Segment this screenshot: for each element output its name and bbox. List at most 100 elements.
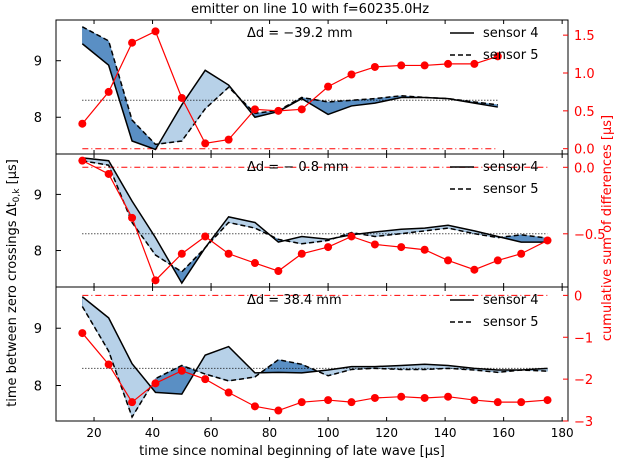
figure-title: emitter on line 10 with f=60235.0Hz: [191, 2, 429, 17]
y-tick-label-right: 0.0: [574, 161, 595, 176]
cumsum-point: [347, 232, 356, 241]
plot-area-middle: [78, 156, 552, 285]
cumsum-point: [104, 360, 113, 369]
delta-d-annotation: Δd = − 0.8 mm: [247, 160, 348, 175]
delta-d-annotation: Δd = 38.4 mm: [247, 293, 342, 308]
cumsum-point: [297, 105, 306, 114]
y-tick-label-right: 0: [574, 289, 582, 304]
y-axis-label-left: time between zero crossings Δt0,k [μs]: [5, 159, 22, 407]
cumsum-point: [78, 119, 87, 128]
y-tick-label-right: 1.5: [574, 29, 595, 44]
x-tick-label: 80: [262, 426, 277, 440]
cumsum-point: [151, 27, 160, 36]
cumsum-point: [444, 59, 453, 68]
cumsum-point: [397, 392, 406, 401]
fill-sensor4-above: [82, 296, 152, 418]
cumsum-point: [78, 156, 87, 165]
cumsum-point: [224, 249, 233, 258]
plot-area-top: [78, 26, 502, 151]
y-tick-label-right: 0.0: [574, 143, 595, 158]
cumsum-point: [493, 256, 502, 265]
cumsum-point: [470, 396, 479, 405]
cumsum-point: [370, 240, 379, 249]
sensor5-line: [81, 306, 548, 419]
y-tick-label-left: 9: [34, 322, 42, 337]
cumsum-point: [201, 375, 210, 384]
legend-sensor5-label: sensor 5: [483, 48, 539, 63]
x-tick-label: 60: [203, 426, 218, 440]
cumsum-point: [324, 82, 333, 91]
cumsum-line: [82, 160, 548, 282]
cumsum-point: [420, 393, 429, 402]
cumsum-point: [324, 243, 333, 252]
y-tick-label-right: −3: [574, 415, 593, 430]
y-axis-label-right: cumulative sum of differences [μs]: [600, 115, 615, 341]
cumsum-point: [347, 398, 356, 407]
cumsum-point: [517, 249, 526, 258]
cumsum-point: [78, 329, 87, 338]
cumsum-point: [104, 87, 113, 96]
y-tick-label-left: 9: [34, 188, 42, 203]
cumsum-point: [224, 135, 233, 144]
x-tick-label: 100: [317, 426, 340, 440]
y-tick-label-right: 0.5: [574, 105, 595, 120]
sensor5-line: [82, 159, 548, 273]
cumsum-point: [543, 236, 552, 245]
cumsum-point: [128, 213, 137, 222]
cumsum-point: [177, 93, 186, 102]
x-tick-label: 140: [434, 426, 457, 440]
x-tick-label: 40: [145, 426, 160, 440]
x-axis-label: time since nominal beginning of late wav…: [139, 444, 445, 459]
x-tick-label: 20: [86, 426, 101, 440]
x-tick-label: 180: [551, 426, 574, 440]
cumsum-point: [201, 139, 210, 148]
cumsum-point: [151, 379, 160, 388]
sensor4-line: [81, 296, 548, 395]
cumsum-point: [397, 243, 406, 252]
cumsum-point: [297, 398, 306, 407]
cumsum-line: [81, 30, 498, 145]
legend-sensor4-label: sensor 4: [483, 160, 539, 175]
y-tick-label-left: 9: [34, 55, 42, 70]
cumsum-point: [397, 61, 406, 70]
cumsum-point: [128, 38, 137, 47]
panel-top: 8 9 0.0 0.5 1.0 1.5 Δd = −39.2 mm sensor 4 senso…: [34, 19, 595, 158]
cumsum-point: [274, 406, 283, 415]
cumsum-point: [470, 265, 479, 274]
cumsum-point: [370, 62, 379, 71]
cumsum-point: [420, 245, 429, 254]
cumsum-point: [543, 396, 552, 405]
cumsum-point: [370, 393, 379, 402]
cumsum-point: [177, 249, 186, 258]
delta-d-annotation: Δd = −39.2 mm: [247, 26, 353, 41]
y-tick-label-left: 8: [34, 111, 42, 126]
cumsum-point: [420, 61, 429, 70]
axes-frame: [55, 286, 569, 422]
y-tick-label-left: 8: [34, 245, 42, 260]
x-tick-label: 160: [492, 426, 515, 440]
cumsum-point: [250, 105, 259, 114]
panel-bottom: 20 40 60 80 100 120 140 160 180 8 9 −3 −2 −1 0 Δd = 38.…: [34, 286, 593, 440]
plot-area-bottom: [78, 294, 552, 419]
cumsum-line: [81, 332, 548, 412]
legend-sensor5-label: sensor 5: [483, 182, 539, 197]
x-tick-label: 120: [375, 426, 398, 440]
panels: 8 9 0.0 0.5 1.0 1.5 Δd = −39.2 mm sensor 4 senso…: [34, 19, 606, 440]
cumsum-point: [493, 52, 502, 61]
legend-sensor5-label: sensor 5: [483, 315, 539, 330]
legend-sensor4-label: sensor 4: [483, 26, 539, 41]
cumsum-point: [201, 232, 210, 241]
cumsum-point: [274, 106, 283, 115]
cumsum-point: [470, 59, 479, 68]
cumsum-point: [444, 392, 453, 401]
cumsum-point: [177, 366, 186, 375]
sensor4-line: [82, 157, 548, 285]
cumsum-point: [250, 402, 259, 411]
cumsum-point: [297, 249, 306, 258]
cumsum-point: [274, 267, 283, 276]
cumsum-point: [151, 276, 160, 285]
y-tick-label-right: −1: [574, 331, 593, 346]
cumsum-point: [493, 398, 502, 407]
cumsum-point: [324, 396, 333, 405]
